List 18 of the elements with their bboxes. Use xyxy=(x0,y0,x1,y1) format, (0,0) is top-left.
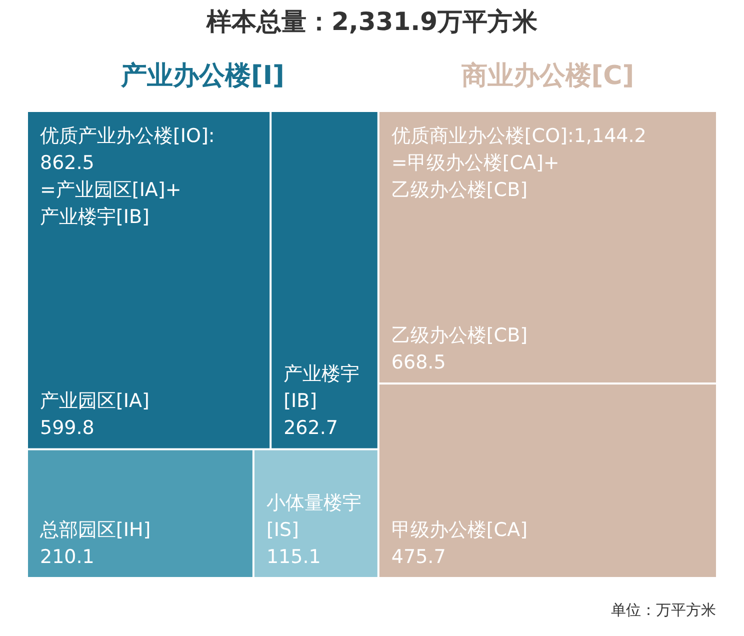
text: 优质商业办公楼[CO]:1,144.2 =甲级办公楼[CA]+ 乙级办公楼[CB] xyxy=(391,125,646,201)
data-label: 262.7 xyxy=(284,417,338,440)
category-label: 产业园区[IA] xyxy=(40,390,150,412)
series-label: 商业办公楼[C] xyxy=(460,61,634,91)
data-label: 475.7 xyxy=(391,546,446,568)
data-label: 668.5 xyxy=(391,352,446,374)
category-label: 小体量楼宇[IS] xyxy=(266,492,362,541)
text: 样本总量：2,331.9万平方米 xyxy=(206,7,538,36)
category-label: 总部园区[IH] xyxy=(39,519,151,541)
data-label: 599.8 xyxy=(40,417,94,440)
category-label: 产业楼宇[IB] xyxy=(284,363,360,412)
category-label: 甲级办公楼[CA] xyxy=(391,519,528,541)
series-label: 产业办公楼[I] xyxy=(120,61,284,91)
text: 优质产业办公楼[IO]: 862.5 =产业园区[IA]+ 产业楼宇[IB] xyxy=(40,125,215,228)
data-label: 115.1 xyxy=(266,546,321,568)
category-label: 乙级办公楼[CB] xyxy=(391,324,528,347)
data-label: 210.1 xyxy=(40,546,94,568)
text: 单位：万平方米 xyxy=(611,601,716,619)
